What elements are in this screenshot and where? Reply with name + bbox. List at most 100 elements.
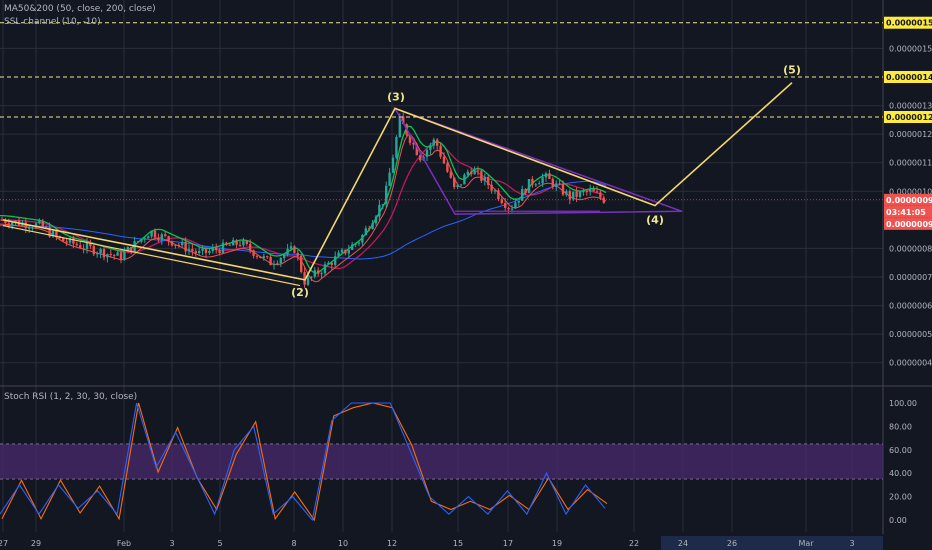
candle-body (170, 241, 174, 246)
time-tick-label: 19 (552, 539, 562, 548)
candle-body (255, 255, 259, 257)
candle-body (555, 183, 558, 187)
candle-body (463, 174, 466, 185)
candle-body (595, 191, 599, 193)
candle-body (289, 246, 293, 249)
candle-body (527, 179, 531, 194)
candle-body (487, 177, 490, 185)
candle-body (106, 253, 109, 258)
wave-label: (5) (783, 64, 801, 77)
candle-body (330, 262, 333, 265)
price-tag (884, 193, 932, 206)
candle-body (130, 247, 133, 252)
ma-legend[interactable]: MA50&200 (50, close, 200, close) (4, 4, 156, 14)
price-tag (884, 111, 932, 123)
candle-body (174, 244, 177, 246)
rsi-band (0, 443, 883, 480)
price-tag-label: 0.00000097 (886, 220, 932, 229)
candle-body (317, 270, 320, 274)
candle-body (589, 188, 592, 192)
candle-body (453, 177, 456, 187)
candle-body (11, 222, 14, 226)
candle-body (177, 244, 180, 246)
candle-body (323, 264, 327, 274)
candle-body (412, 142, 415, 145)
candle-body (354, 243, 357, 245)
candle-body (228, 244, 231, 246)
candle-body (592, 188, 595, 192)
candle-body (432, 139, 435, 146)
future-range-highlight (661, 536, 883, 550)
candle-body (541, 177, 544, 184)
candle-body (357, 242, 361, 244)
time-axis[interactable]: 27 29 Feb 3 5 8 10 12 15 17 19 22 24 26 Mar 3 (0, 534, 932, 550)
candle-body (68, 238, 72, 243)
candle-body (395, 137, 398, 158)
candle-body (459, 184, 463, 186)
candle-body (517, 200, 520, 203)
candle-body (269, 256, 272, 266)
candle-body (167, 236, 170, 242)
wave-path (2, 82, 793, 281)
candle-body (551, 178, 554, 187)
candle-body (483, 177, 486, 181)
candle-body (476, 170, 480, 172)
wave-channel-line (2, 224, 301, 287)
candle-body (572, 191, 575, 200)
candle-body (497, 190, 500, 200)
time-tick-label: 26 (727, 539, 737, 548)
candle-body (249, 243, 252, 251)
candle-body (300, 255, 303, 272)
candle-body (157, 237, 160, 241)
candle-body (143, 238, 146, 240)
horizontal-levels (0, 22, 883, 201)
triangle-pattern (393, 107, 683, 215)
candle-body (310, 276, 313, 278)
candle-body (7, 223, 10, 226)
candle-body (221, 242, 225, 254)
candle-body (262, 256, 265, 259)
time-tick-label: Feb (117, 539, 131, 548)
candle-body (306, 277, 310, 285)
rsi-tick-label: 100.00 (889, 399, 917, 408)
candle-body (119, 252, 123, 260)
candle-body (4, 220, 7, 224)
time-tick-label: 12 (387, 539, 397, 548)
candle-body (147, 236, 150, 239)
candle-body (187, 249, 191, 252)
candle-body (313, 270, 316, 277)
time-tick-label: 22 (629, 539, 639, 548)
time-tick-label: 24 (678, 539, 688, 548)
candle-body (561, 183, 565, 195)
candle-body (599, 192, 602, 198)
candle-body (218, 250, 221, 254)
candle-body (558, 183, 561, 185)
candle-body (164, 234, 167, 237)
rsi-tick-label: 40.00 (889, 469, 912, 478)
stoch-rsi-pane (0, 402, 883, 522)
candle-body (507, 207, 510, 210)
stoch-d-line (1, 402, 608, 522)
stoch-rsi-legend[interactable]: Stoch RSI (1, 2, 30, 30, close) (4, 392, 138, 402)
time-tick-label: 5 (217, 539, 222, 548)
candle-body (303, 271, 306, 285)
candle-body (109, 253, 112, 255)
candle-body (337, 252, 340, 257)
candle-body (500, 199, 503, 204)
candle-body (531, 179, 534, 185)
candle-body (364, 228, 367, 236)
candle-body (38, 220, 41, 224)
candle-body (361, 235, 364, 243)
ssl-legend[interactable]: SSL channel (10, -10) (4, 17, 101, 27)
candle-body (480, 170, 483, 181)
candle-body (31, 227, 34, 229)
price-tag (884, 16, 932, 29)
candle-body (113, 254, 116, 256)
